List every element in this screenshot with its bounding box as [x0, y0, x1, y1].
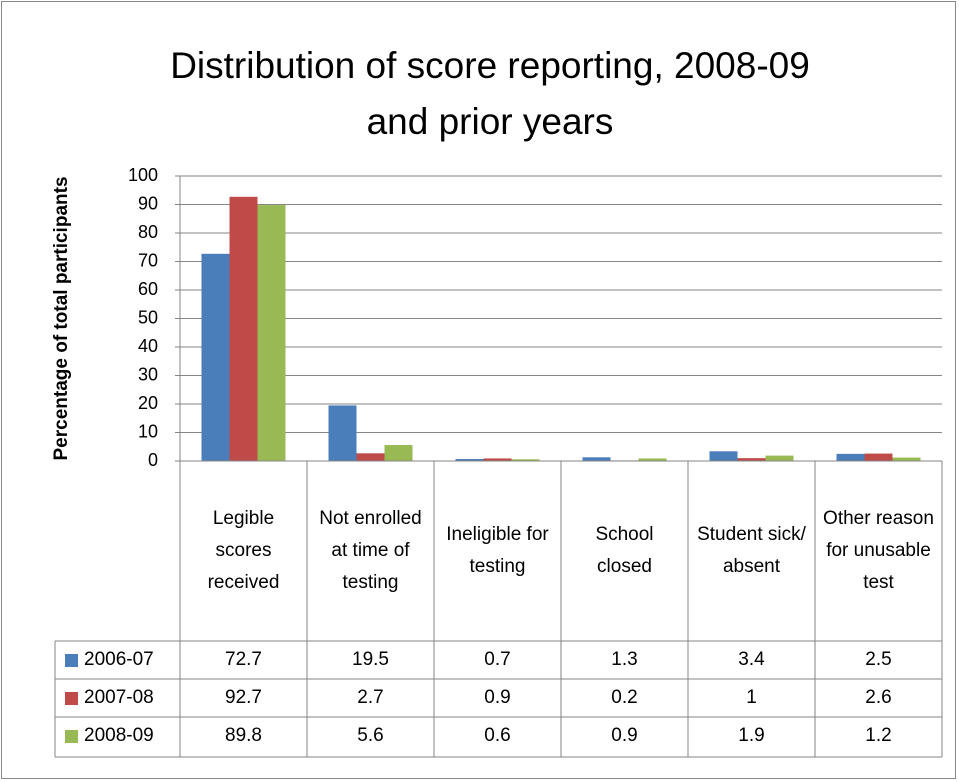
legend-entry: 2006-07 — [55, 641, 180, 679]
table-value: 0.9 — [484, 687, 511, 708]
category-label: Other reason for unusable test — [823, 508, 934, 593]
legend-entry: 2008-09 — [55, 717, 180, 755]
y-axis-label: Percentage of total participants — [51, 176, 72, 460]
y-tick-label: 90 — [138, 193, 158, 213]
y-tick-label: 40 — [138, 336, 158, 356]
bar — [328, 405, 357, 461]
table-value: 2.7 — [357, 687, 384, 708]
y-tick-label: 30 — [138, 364, 158, 384]
legend-label: 2008-09 — [84, 725, 154, 746]
y-tick-label: 20 — [138, 393, 158, 413]
table-value: 2.5 — [865, 649, 892, 670]
table-value: 0.6 — [484, 725, 511, 746]
y-tick-label: 60 — [138, 279, 158, 299]
table-value: 72.7 — [225, 649, 262, 670]
bar — [455, 459, 484, 461]
bar — [864, 453, 893, 461]
table-value: 3.4 — [738, 649, 765, 670]
table-value: 1.2 — [865, 725, 892, 746]
legend-label: 2006-07 — [84, 649, 154, 670]
bar — [229, 196, 258, 461]
y-tick-label: 100 — [128, 165, 158, 185]
y-tick-label: 80 — [138, 222, 158, 242]
category-label: Legible scores received — [207, 508, 280, 593]
category-label: Student sick/ absent — [697, 524, 806, 577]
table-value: 1.9 — [738, 725, 765, 746]
legend-entry: 2007-08 — [55, 679, 180, 717]
y-tick-label: 70 — [138, 250, 158, 270]
bar — [892, 457, 921, 461]
table-value: 0.7 — [484, 649, 511, 670]
legend-key — [65, 729, 78, 743]
bar — [384, 445, 413, 461]
category-label: Not enrolled at time of testing — [319, 508, 422, 593]
table-value: 5.6 — [357, 725, 384, 746]
table-value: 0.2 — [611, 687, 638, 708]
bar — [582, 457, 611, 461]
bar — [737, 458, 766, 461]
category-label: School closed — [595, 524, 654, 577]
table-value: 19.5 — [352, 649, 389, 670]
bar — [356, 453, 385, 461]
bar — [836, 453, 865, 461]
bar — [511, 459, 540, 461]
bar — [638, 458, 667, 461]
bar — [201, 253, 230, 461]
bar — [709, 451, 738, 461]
legend-key — [65, 653, 78, 667]
y-tick-label: 10 — [138, 421, 158, 441]
chart-title: Distribution of score reporting, 2008-09… — [170, 45, 810, 142]
table-value: 92.7 — [225, 687, 262, 708]
category-label: Ineligible for testing — [446, 524, 549, 577]
table-value: 2.6 — [865, 687, 892, 708]
table-value: 1 — [746, 687, 757, 708]
bar — [765, 455, 794, 461]
bar — [257, 205, 286, 461]
legend-key — [65, 691, 78, 705]
table-value: 0.9 — [611, 725, 638, 746]
y-tick-label: 50 — [138, 307, 158, 327]
legend-label: 2007-08 — [84, 687, 154, 708]
table-value: 1.3 — [611, 649, 638, 670]
bar — [483, 458, 512, 461]
y-tick-label: 0 — [148, 450, 158, 470]
table-value: 89.8 — [225, 725, 262, 746]
